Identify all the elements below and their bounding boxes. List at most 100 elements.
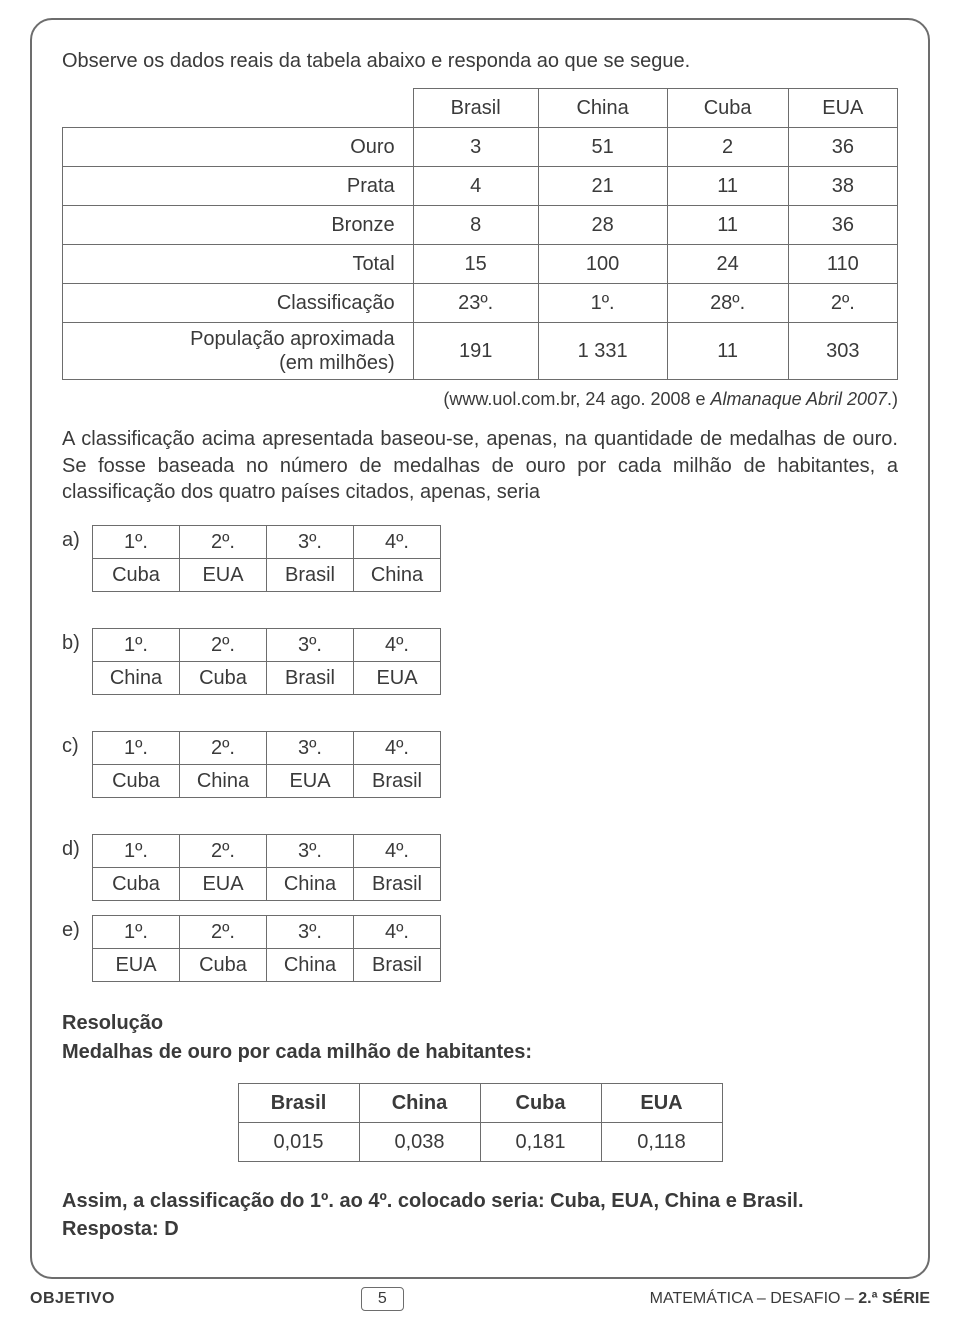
medal-table: Brasil China Cuba EUA Ouro 3 51 2 36 Pra… — [62, 88, 898, 380]
cell: Brasil — [267, 662, 354, 695]
option-table: 1º. 2º. 3º. 4º. Cuba EUA Brasil China — [92, 525, 441, 592]
cell: 4º. — [354, 835, 441, 868]
footer-right: MATEMÁTICA – DESAFIO – 2.ª SÉRIE — [650, 1290, 930, 1308]
table-row: Classificação 23º. 1º. 28º. 2º. — [63, 284, 898, 323]
cell: EUA — [354, 662, 441, 695]
footer-left: OBJETIVO — [30, 1290, 115, 1308]
source-pre: (www.uol.com.br, 24 ago. 2008 e — [443, 389, 710, 409]
cell: 28º. — [667, 284, 788, 323]
cell: 4 — [413, 167, 538, 206]
cell: China — [93, 662, 180, 695]
cell: China — [180, 765, 267, 798]
option-a: a) 1º. 2º. 3º. 4º. Cuba EUA Brasil China — [62, 525, 898, 592]
cell: China — [359, 1084, 480, 1123]
row-label: Bronze — [63, 206, 414, 245]
footer-page-number: 5 — [361, 1287, 404, 1311]
cell: Cuba — [180, 949, 267, 982]
col-cuba: Cuba — [667, 89, 788, 128]
cell: 28 — [538, 206, 667, 245]
cell: 1º. — [93, 835, 180, 868]
intro-text: Observe os dados reais da tabela abaixo … — [62, 48, 898, 74]
cell: 191 — [413, 323, 538, 380]
cell: 3º. — [267, 835, 354, 868]
table-row: Total 15 100 24 110 — [63, 245, 898, 284]
row-label: Classificação — [63, 284, 414, 323]
row-label: Ouro — [63, 128, 414, 167]
cell: Brasil — [354, 765, 441, 798]
col-eua: EUA — [788, 89, 897, 128]
page-footer: OBJETIVO 5 MATEMÁTICA – DESAFIO – 2.ª SÉ… — [30, 1287, 930, 1311]
cell: 2º. — [180, 629, 267, 662]
cell: 4º. — [354, 732, 441, 765]
option-d: d) 1º. 2º. 3º. 4º. Cuba EUA China Brasil — [62, 834, 898, 901]
cell: 3º. — [267, 629, 354, 662]
cell: China — [267, 949, 354, 982]
cell: 38 — [788, 167, 897, 206]
cell: 4º. — [354, 916, 441, 949]
cell: China — [354, 559, 441, 592]
cell: 24 — [667, 245, 788, 284]
cell: EUA — [601, 1084, 722, 1123]
cell: 0,181 — [480, 1123, 601, 1162]
cell: 2 — [667, 128, 788, 167]
cell: 0,118 — [601, 1123, 722, 1162]
cell: 1º. — [93, 526, 180, 559]
page-card: Observe os dados reais da tabela abaixo … — [30, 18, 930, 1279]
cell: 3 — [413, 128, 538, 167]
option-table: 1º. 2º. 3º. 4º. EUA Cuba China Brasil — [92, 915, 441, 982]
table-row: Ouro 3 51 2 36 — [63, 128, 898, 167]
cell: 15 — [413, 245, 538, 284]
source-post: .) — [887, 389, 898, 409]
option-c: c) 1º. 2º. 3º. 4º. Cuba China EUA Brasil — [62, 731, 898, 798]
cell: 110 — [788, 245, 897, 284]
resolution-subtitle: Medalhas de ouro por cada milhão de habi… — [62, 1039, 898, 1065]
resolution-answer: Resposta: D — [62, 1216, 898, 1242]
cell: 1º. — [93, 732, 180, 765]
cell: 4º. — [354, 629, 441, 662]
option-letter: a) — [62, 525, 92, 552]
cell: EUA — [267, 765, 354, 798]
cell: 2º. — [180, 732, 267, 765]
resolution-table: Brasil China Cuba EUA 0,015 0,038 0,181 … — [238, 1083, 723, 1162]
cell: 1º. — [538, 284, 667, 323]
cell: 11 — [667, 323, 788, 380]
cell: Brasil — [354, 949, 441, 982]
option-letter: e) — [62, 915, 92, 942]
cell: China — [267, 868, 354, 901]
cell: Brasil — [267, 559, 354, 592]
footer-right-bold: 2.ª SÉRIE — [858, 1290, 930, 1307]
cell: 2º. — [180, 526, 267, 559]
row-label: Prata — [63, 167, 414, 206]
cell: 11 — [667, 167, 788, 206]
resolution-title: Resolução — [62, 1010, 898, 1036]
cell: 303 — [788, 323, 897, 380]
cell: 2º. — [180, 916, 267, 949]
cell: 0,015 — [238, 1123, 359, 1162]
cell: EUA — [180, 868, 267, 901]
option-letter: d) — [62, 834, 92, 861]
cell: 51 — [538, 128, 667, 167]
table-row: Bronze 8 28 11 36 — [63, 206, 898, 245]
cell: Cuba — [480, 1084, 601, 1123]
col-china: China — [538, 89, 667, 128]
row-label: Total — [63, 245, 414, 284]
cell: 0,038 — [359, 1123, 480, 1162]
footer-right-plain: MATEMÁTICA – DESAFIO – — [650, 1290, 859, 1307]
cell: 23º. — [413, 284, 538, 323]
cell: 1 331 — [538, 323, 667, 380]
cell: Cuba — [93, 559, 180, 592]
cell: 36 — [788, 206, 897, 245]
option-e: e) 1º. 2º. 3º. 4º. EUA Cuba China Brasil — [62, 915, 898, 982]
question-body: A classificação acima apresentada baseou… — [62, 426, 898, 505]
cell: EUA — [93, 949, 180, 982]
cell: 3º. — [267, 916, 354, 949]
cell: 1º. — [93, 916, 180, 949]
option-table: 1º. 2º. 3º. 4º. Cuba EUA China Brasil — [92, 834, 441, 901]
cell: 36 — [788, 128, 897, 167]
source-line: (www.uol.com.br, 24 ago. 2008 e Almanaqu… — [62, 388, 898, 412]
col-brasil: Brasil — [413, 89, 538, 128]
table-row: Prata 4 21 11 38 — [63, 167, 898, 206]
cell: 3º. — [267, 732, 354, 765]
cell: 4º. — [354, 526, 441, 559]
cell: 2º. — [788, 284, 897, 323]
